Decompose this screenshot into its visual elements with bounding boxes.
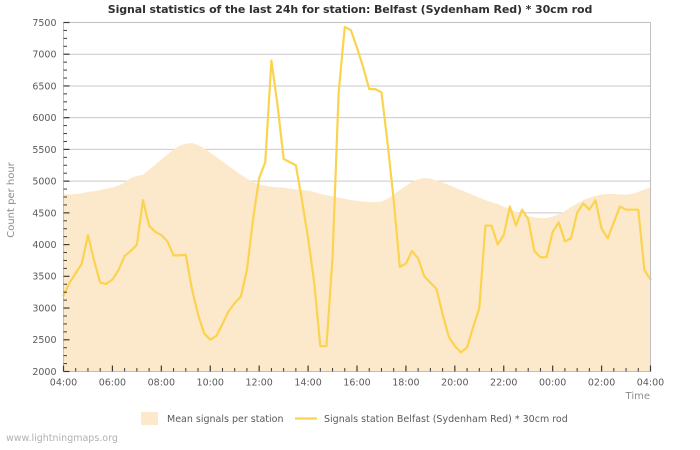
watermark: www.lightningmaps.org (6, 433, 118, 444)
x-axis-ticks: 04:00 06:00 08:00 10:00 12:00 14:00 16:00 18:00… (50, 365, 664, 389)
legend-swatch-mean-signals (141, 412, 158, 425)
y-tick-label: 3500 (32, 272, 56, 283)
x-tick-label: 14:00 (294, 378, 321, 389)
legend-label-mean-signals: Mean signals per station (167, 414, 283, 425)
x-tick-label: 18:00 (392, 378, 419, 389)
legend-label-station-signals: Signals station Belfast (Sydenham Red) *… (324, 414, 568, 425)
x-tick-label: 04:00 (637, 378, 664, 389)
x-tick-label: 20:00 (441, 378, 468, 389)
y-tick-label: 2000 (32, 367, 56, 378)
x-axis-label: Time (625, 391, 650, 402)
y-tick-label: 4000 (32, 240, 56, 251)
y-tick-label: 5000 (32, 177, 56, 188)
x-tick-label: 16:00 (343, 378, 370, 389)
y-tick-label: 6500 (32, 81, 56, 92)
y-tick-label: 6000 (32, 113, 56, 124)
y-tick-label: 2500 (32, 335, 56, 346)
y-tick-label: 5500 (32, 145, 56, 156)
x-tick-label: 22:00 (490, 378, 517, 389)
x-tick-label: 06:00 (99, 378, 126, 389)
chart-legend: Mean signals per station Signals station… (141, 412, 568, 425)
x-tick-label: 12:00 (245, 378, 272, 389)
chart-title: Signal statistics of the last 24h for st… (107, 3, 593, 16)
x-tick-label: 04:00 (50, 378, 77, 389)
x-tick-label: 10:00 (197, 378, 224, 389)
y-tick-label: 7000 (32, 50, 56, 61)
y-axis-label: Count per hour (6, 161, 17, 237)
mean-signals-area (63, 143, 651, 372)
y-tick-label: 7500 (32, 18, 56, 29)
x-tick-label: 08:00 (148, 378, 175, 389)
y-axis-ticks: 2000 2500 3000 3500 4000 4500 5000 5500 6000 6500… (32, 18, 70, 378)
y-tick-label: 3000 (32, 303, 56, 314)
y-tick-label: 4500 (32, 208, 56, 219)
x-tick-label: 02:00 (588, 378, 615, 389)
x-tick-label: 00:00 (539, 378, 566, 389)
station-signals-line (62, 25, 652, 354)
